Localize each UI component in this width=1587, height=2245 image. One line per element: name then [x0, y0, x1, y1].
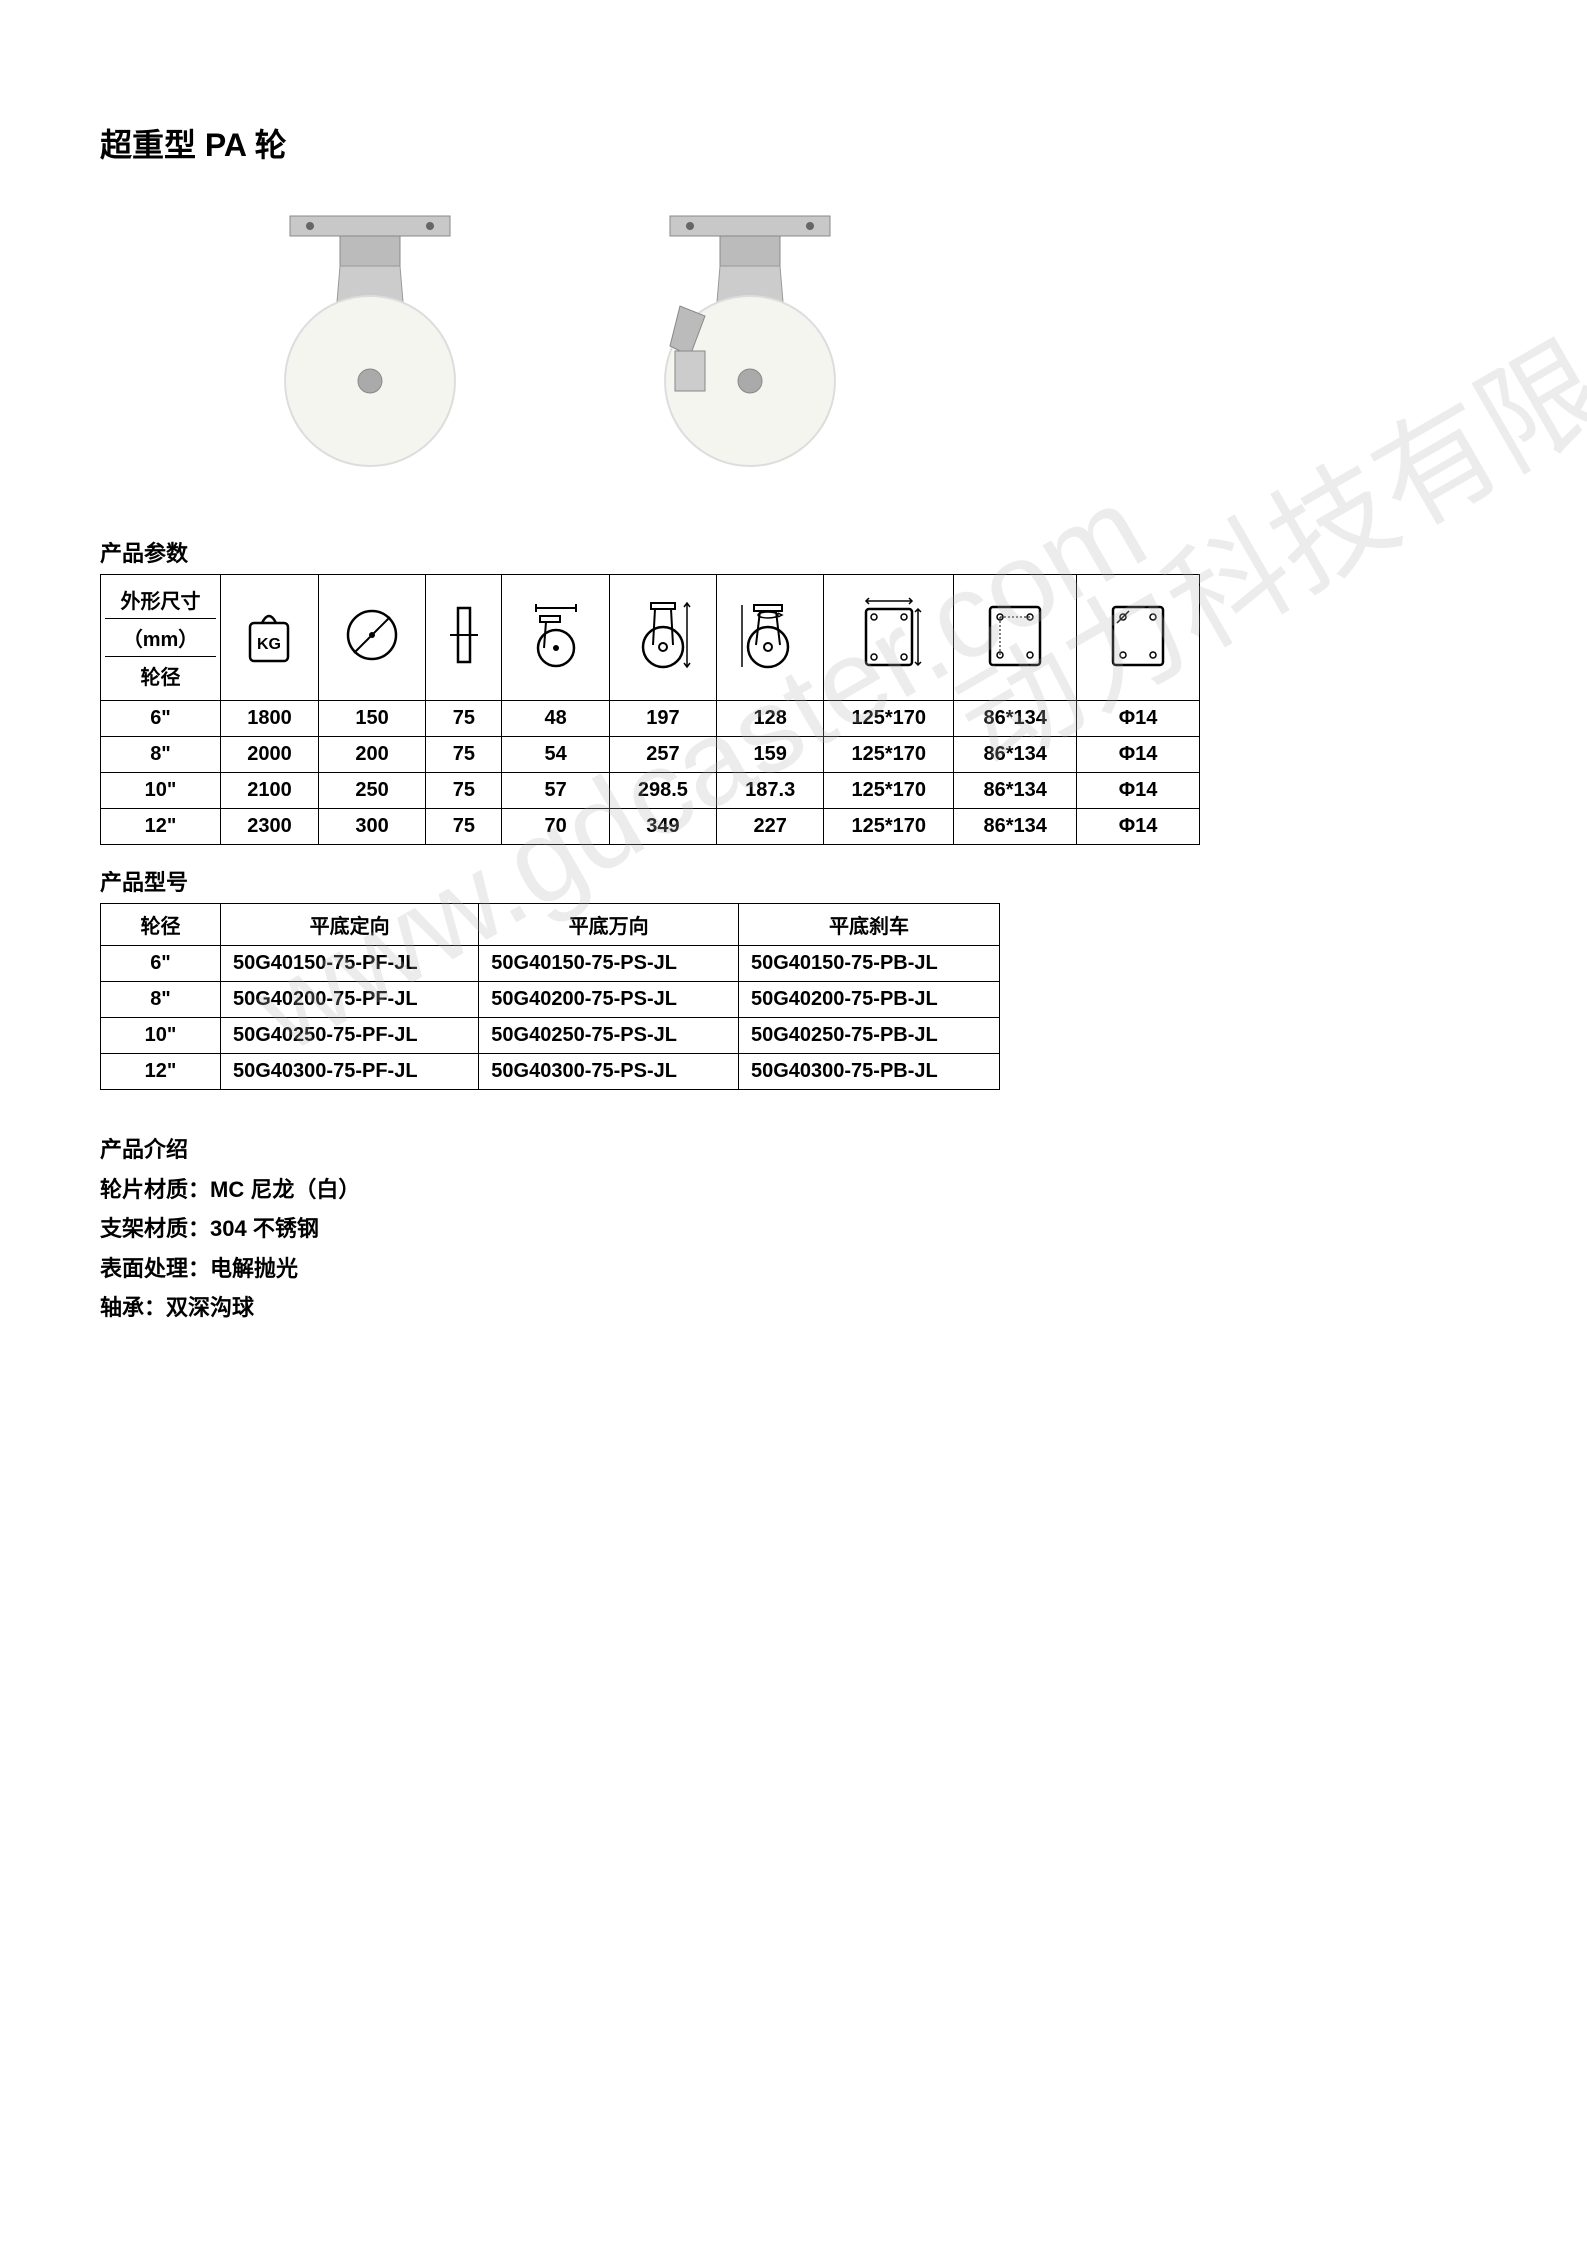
model-header-row: 轮径 平底定向 平底万向 平底刹车 — [101, 904, 1000, 946]
caster-image-brake — [620, 206, 880, 486]
intro-surface: 表面处理：电解抛光 — [100, 1249, 1487, 1289]
page-title: 超重型 PA 轮 — [100, 120, 1487, 166]
spec-row: 8" 2000 200 75 54 257 159 125*170 86*134… — [101, 737, 1200, 773]
spec-section-label: 产品参数 — [100, 536, 1487, 568]
spec-row: 6" 1800 150 75 48 197 128 125*170 86*134… — [101, 701, 1200, 737]
hole-pitch-icon — [954, 575, 1077, 701]
intro-bracket-material: 支架材质：304 不锈钢 — [100, 1209, 1487, 1249]
model-row: 10" 50G40250-75-PF-JL 50G40250-75-PS-JL … — [101, 1018, 1000, 1054]
model-section-label: 产品型号 — [100, 865, 1487, 897]
offset-icon — [502, 575, 609, 701]
spec-table: 外形尺寸 （mm） 轮径 KG 6" — [100, 574, 1200, 845]
model-table: 轮径 平底定向 平底万向 平底刹车 6" 50G40150-75-PF-JL 5… — [100, 903, 1000, 1090]
intro-wheel-material: 轮片材质：MC 尼龙（白） — [100, 1170, 1487, 1210]
intro-bearing: 轴承：双深沟球 — [100, 1288, 1487, 1328]
plate-size-icon — [824, 575, 954, 701]
svg-text:KG: KG — [257, 636, 281, 653]
height-swivel-icon — [717, 575, 824, 701]
diameter-icon — [318, 575, 425, 701]
model-row: 12" 50G40300-75-PF-JL 50G40300-75-PS-JL … — [101, 1054, 1000, 1090]
spec-header-col: 外形尺寸 （mm） 轮径 — [101, 575, 221, 701]
bolt-hole-icon — [1077, 575, 1200, 701]
caster-image-swivel — [240, 206, 500, 486]
product-intro: 产品介绍 轮片材质：MC 尼龙（白） 支架材质：304 不锈钢 表面处理：电解抛… — [100, 1130, 1487, 1328]
product-images — [100, 206, 1487, 486]
width-icon — [426, 575, 502, 701]
height-fixed-icon — [609, 575, 716, 701]
model-row: 8" 50G40200-75-PF-JL 50G40200-75-PS-JL 5… — [101, 982, 1000, 1018]
kg-icon: KG — [221, 575, 319, 701]
spec-row: 12" 2300 300 75 70 349 227 125*170 86*13… — [101, 809, 1200, 845]
model-row: 6" 50G40150-75-PF-JL 50G40150-75-PS-JL 5… — [101, 946, 1000, 982]
spec-row: 10" 2100 250 75 57 298.5 187.3 125*170 8… — [101, 773, 1200, 809]
intro-label: 产品介绍 — [100, 1130, 1487, 1170]
